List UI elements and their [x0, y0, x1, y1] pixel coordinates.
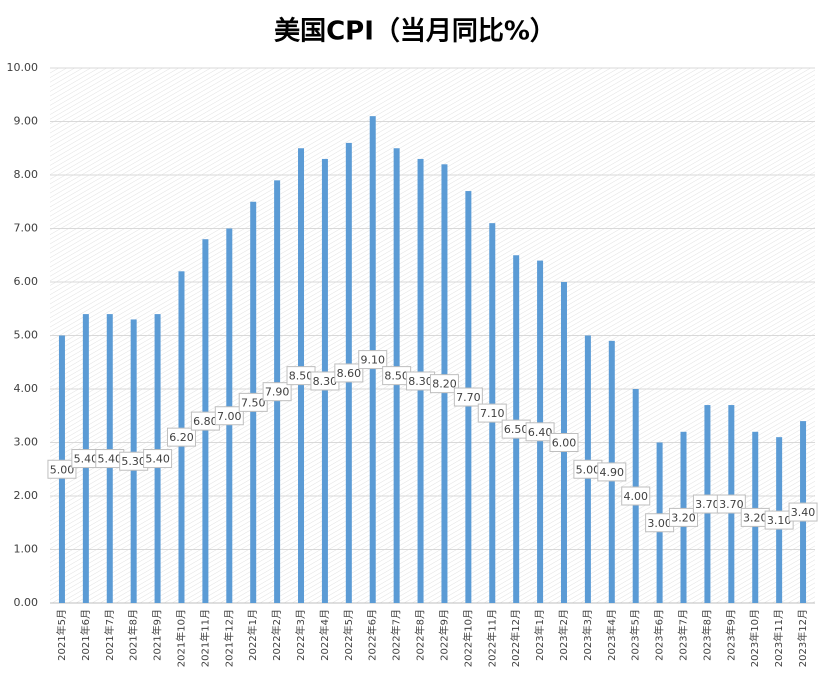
value-label: 7.10: [480, 407, 505, 420]
x-tick-label: 2023年1月: [533, 609, 546, 661]
x-tick-label: 2023年10月: [748, 609, 761, 667]
x-tick-label: 2022年3月: [294, 609, 307, 661]
value-label: 8.20: [432, 378, 457, 391]
x-tick-label: 2022年10月: [461, 609, 474, 667]
value-label-box: [334, 363, 364, 383]
x-tick-label: 2023年7月: [677, 609, 690, 661]
value-label: 8.60: [337, 367, 362, 380]
value-label: 6.20: [169, 431, 194, 444]
x-tick-label: 2022年7月: [390, 609, 403, 661]
value-label-box: [669, 507, 699, 527]
value-label: 3.40: [791, 506, 816, 519]
value-label: 8.30: [408, 375, 433, 388]
x-tick-label: 2021年11月: [198, 609, 211, 667]
value-label-box: [238, 392, 268, 412]
value-label: 7.70: [456, 391, 481, 404]
value-label: 7.90: [265, 386, 290, 399]
value-label-box: [525, 422, 555, 442]
value-label-box: [214, 406, 244, 426]
value-label: 4.00: [623, 490, 648, 503]
value-label: 8.50: [289, 370, 314, 383]
x-tick-label: 2022年9月: [437, 609, 450, 661]
value-label-box: [166, 427, 196, 447]
value-label-box: [597, 462, 627, 482]
x-tick-label: 2023年9月: [724, 609, 737, 661]
x-tick-label: 2022年4月: [318, 609, 331, 661]
y-tick-label: 4.00: [14, 382, 39, 395]
value-label-box: [621, 486, 651, 506]
value-label: 6.00: [552, 437, 577, 450]
y-tick-label: 3.00: [14, 436, 39, 449]
x-tick-label: 2021年10月: [174, 609, 187, 667]
x-tick-label: 2022年6月: [366, 609, 379, 661]
x-tick-label: 2021年12月: [222, 609, 235, 667]
value-label: 5.00: [576, 463, 601, 476]
x-tick-label: 2022年12月: [509, 609, 522, 667]
value-label-box: [788, 502, 818, 522]
y-tick-label: 1.00: [14, 543, 39, 556]
x-tick-label: 2021年5月: [55, 609, 68, 661]
y-tick-label: 0.00: [14, 596, 39, 609]
value-label: 5.30: [121, 455, 146, 468]
value-label-box: [358, 350, 388, 370]
y-tick-label: 9.00: [14, 115, 39, 128]
value-label: 3.20: [743, 511, 768, 524]
value-label-box: [47, 459, 77, 479]
value-label-box: [262, 382, 292, 402]
x-tick-label: 2021年8月: [127, 609, 140, 661]
y-tick-label: 2.00: [14, 489, 39, 502]
value-label: 7.50: [241, 396, 266, 409]
x-tick-label: 2023年3月: [581, 609, 594, 661]
value-label: 5.40: [74, 453, 99, 466]
y-tick-label: 7.00: [14, 222, 39, 235]
value-label: 6.50: [504, 423, 529, 436]
value-label: 8.50: [384, 370, 409, 383]
x-tick-label: 2022年8月: [414, 609, 427, 661]
x-tick-label: 2023年12月: [796, 609, 809, 667]
x-tick-label: 2023年11月: [772, 609, 785, 667]
value-label-box: [143, 449, 173, 469]
value-label: 5.40: [98, 453, 123, 466]
value-label: 7.00: [217, 410, 242, 423]
y-tick-label: 5.00: [14, 329, 39, 342]
value-label: 6.40: [528, 426, 553, 439]
value-label: 3.70: [719, 498, 744, 511]
x-tick-label: 2023年8月: [700, 609, 713, 661]
value-label: 8.30: [313, 375, 338, 388]
value-label-box: [477, 403, 507, 423]
x-tick-label: 2023年2月: [557, 609, 570, 661]
value-label: 5.00: [50, 463, 75, 476]
x-tick-label: 2023年5月: [629, 609, 642, 661]
value-label: 3.70: [695, 498, 720, 511]
y-tick-label: 8.00: [14, 168, 39, 181]
x-tick-label: 2023年4月: [605, 609, 618, 661]
value-label-box: [453, 387, 483, 407]
x-tick-label: 2022年2月: [270, 609, 283, 661]
value-label-box: [429, 374, 459, 394]
x-tick-label: 2022年5月: [342, 609, 355, 661]
x-tick-label: 2021年7月: [103, 609, 116, 661]
value-label: 5.40: [145, 453, 170, 466]
x-tick-label: 2021年6月: [79, 609, 92, 661]
value-label: 3.10: [767, 514, 792, 527]
x-tick-label: 2021年9月: [151, 609, 164, 661]
x-tick-label: 2022年1月: [246, 609, 259, 661]
x-tick-label: 2023年6月: [653, 609, 666, 661]
value-label: 4.90: [600, 466, 625, 479]
y-tick-label: 10.00: [7, 61, 39, 74]
value-label: 6.80: [193, 415, 218, 428]
value-label: 3.00: [647, 517, 672, 530]
y-tick-label: 6.00: [14, 275, 39, 288]
x-tick-label: 2022年11月: [485, 609, 498, 667]
value-label-box: [549, 433, 579, 452]
chart-title: 美国CPI（当月同比%）: [274, 16, 556, 47]
value-label: 3.20: [671, 511, 696, 524]
value-label-box: [716, 494, 746, 514]
value-label: 9.10: [360, 354, 385, 367]
